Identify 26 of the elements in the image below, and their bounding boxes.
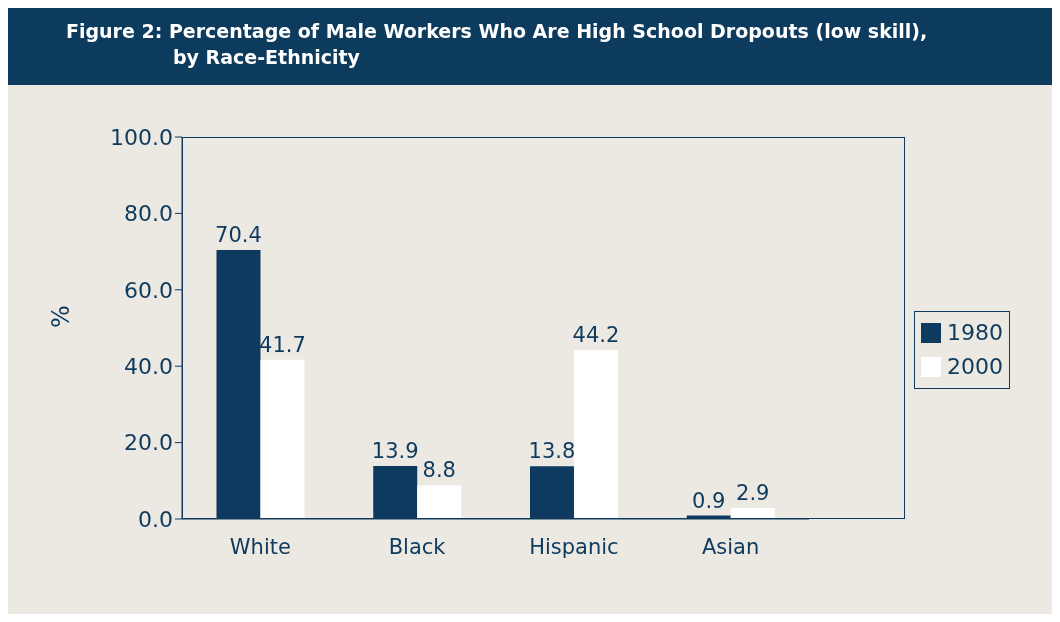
data-label: 41.7 [259,332,306,357]
data-label: 44.2 [572,323,620,348]
data-label: 13.8 [528,439,576,464]
y-tick-label: 0.0 [138,506,173,532]
bar [417,485,462,519]
y-tick-label: 20.0 [124,430,173,456]
bar [573,350,618,519]
y-tick-label: 40.0 [124,354,173,380]
y-tick-label: 80.0 [124,201,173,227]
data-label: 70.4 [215,223,262,248]
data-label: 8.8 [422,458,456,483]
data-label: 13.9 [371,438,419,463]
x-tick-label: Hispanic [529,534,619,559]
x-tick-label: White [229,534,291,559]
y-axis-title: % [46,305,75,328]
chart-title: Figure 2: Percentage of Male Workers Who Are High School Dropouts (low skill), by Race-Ethnicity [66,19,929,70]
x-tick-label: Asian [701,534,760,559]
legend-label: 1980 [947,320,1003,345]
bar [730,507,775,519]
x-tick-label: Black [388,534,447,559]
y-tick-label: 100.0 [110,124,173,150]
data-label: 0.9 [692,488,726,513]
legend-label: 2000 [947,354,1003,379]
y-tick-label: 60.0 [124,277,173,303]
bar [260,359,305,519]
data-label: 2.9 [736,480,770,505]
